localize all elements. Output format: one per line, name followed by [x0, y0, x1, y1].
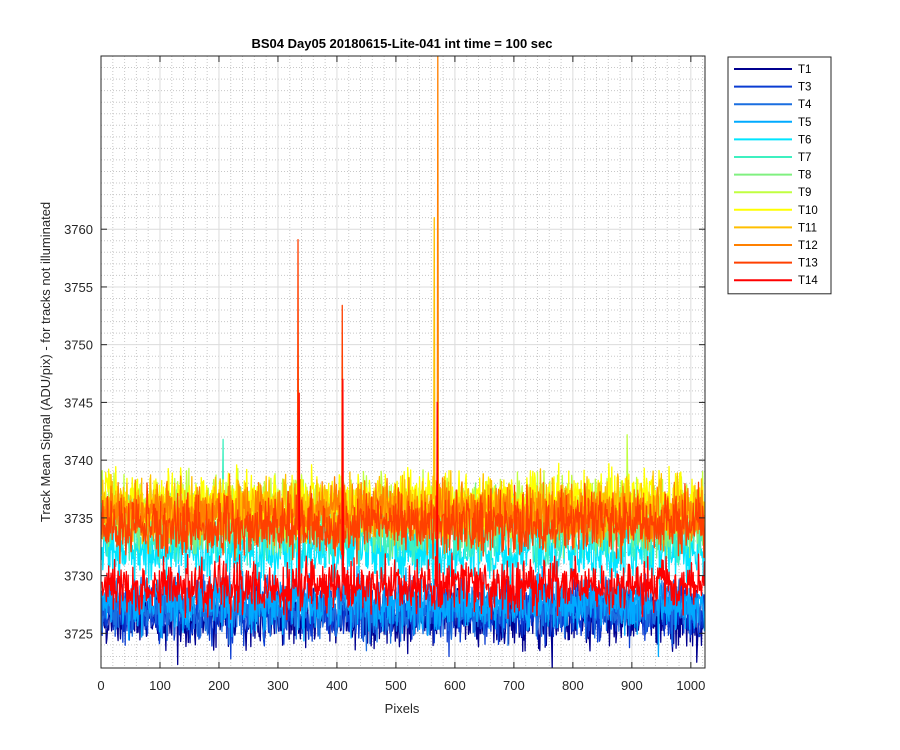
- legend-label-t3: T3: [798, 82, 811, 94]
- x-tick-label: 700: [503, 678, 525, 693]
- legend: T1 T3 T4 T5 T6 T7 T8 T9 T10 T11 T12 T13 T14: [727, 56, 832, 295]
- legend-label-t6: T6: [798, 134, 811, 146]
- legend-label-t7: T7: [798, 152, 811, 164]
- y-tick-label: 3730: [64, 569, 93, 584]
- x-tick-label: 100: [149, 678, 171, 693]
- legend-label-t4: T4: [798, 99, 812, 111]
- x-tick-label: 600: [444, 678, 466, 693]
- legend-label-t10: T10: [798, 205, 818, 217]
- legend-label-t11: T11: [798, 222, 817, 234]
- legend-label-t9: T9: [798, 187, 811, 199]
- x-tick-label: 500: [385, 678, 407, 693]
- legend-label-t1: T1: [798, 64, 811, 76]
- series-line-t14: [101, 378, 705, 621]
- plot-frame: [100, 55, 706, 669]
- legend-label-t5: T5: [798, 117, 811, 129]
- legend-label-t8: T8: [798, 170, 811, 182]
- x-tick-label: 200: [208, 678, 230, 693]
- x-tick-label: 800: [562, 678, 584, 693]
- y-tick-label: 3755: [64, 280, 93, 295]
- x-tick-label: 0: [97, 678, 104, 693]
- y-tick-label: 3745: [64, 395, 93, 410]
- series-lines: [101, 56, 705, 668]
- x-axis-label: Pixels: [385, 701, 420, 716]
- y-axis-label: Track Mean Signal (ADU/pix) - for tracks…: [38, 202, 53, 522]
- y-tick-label: 3735: [64, 511, 93, 526]
- chart-title: BS04 Day05 20180615-Lite-041 int time = …: [252, 36, 553, 51]
- series-line-t13: [101, 238, 705, 565]
- x-tick-label: 1000: [676, 678, 705, 693]
- x-tick-label: 900: [621, 678, 643, 693]
- axes: 0 100 200 300 400 500 600 700 800 900 1000 3725 3730…: [64, 55, 706, 693]
- x-tick-label: 400: [326, 678, 348, 693]
- x-tick-label: 300: [267, 678, 289, 693]
- legend-label-t13: T13: [798, 258, 818, 270]
- y-tick-label: 3725: [64, 626, 93, 641]
- legend-label-t14: T14: [798, 275, 818, 287]
- y-tick-label: 3750: [64, 338, 93, 353]
- legend-label-t12: T12: [798, 240, 818, 252]
- y-tick-label: 3760: [64, 222, 93, 237]
- y-tick-label: 3740: [64, 453, 93, 468]
